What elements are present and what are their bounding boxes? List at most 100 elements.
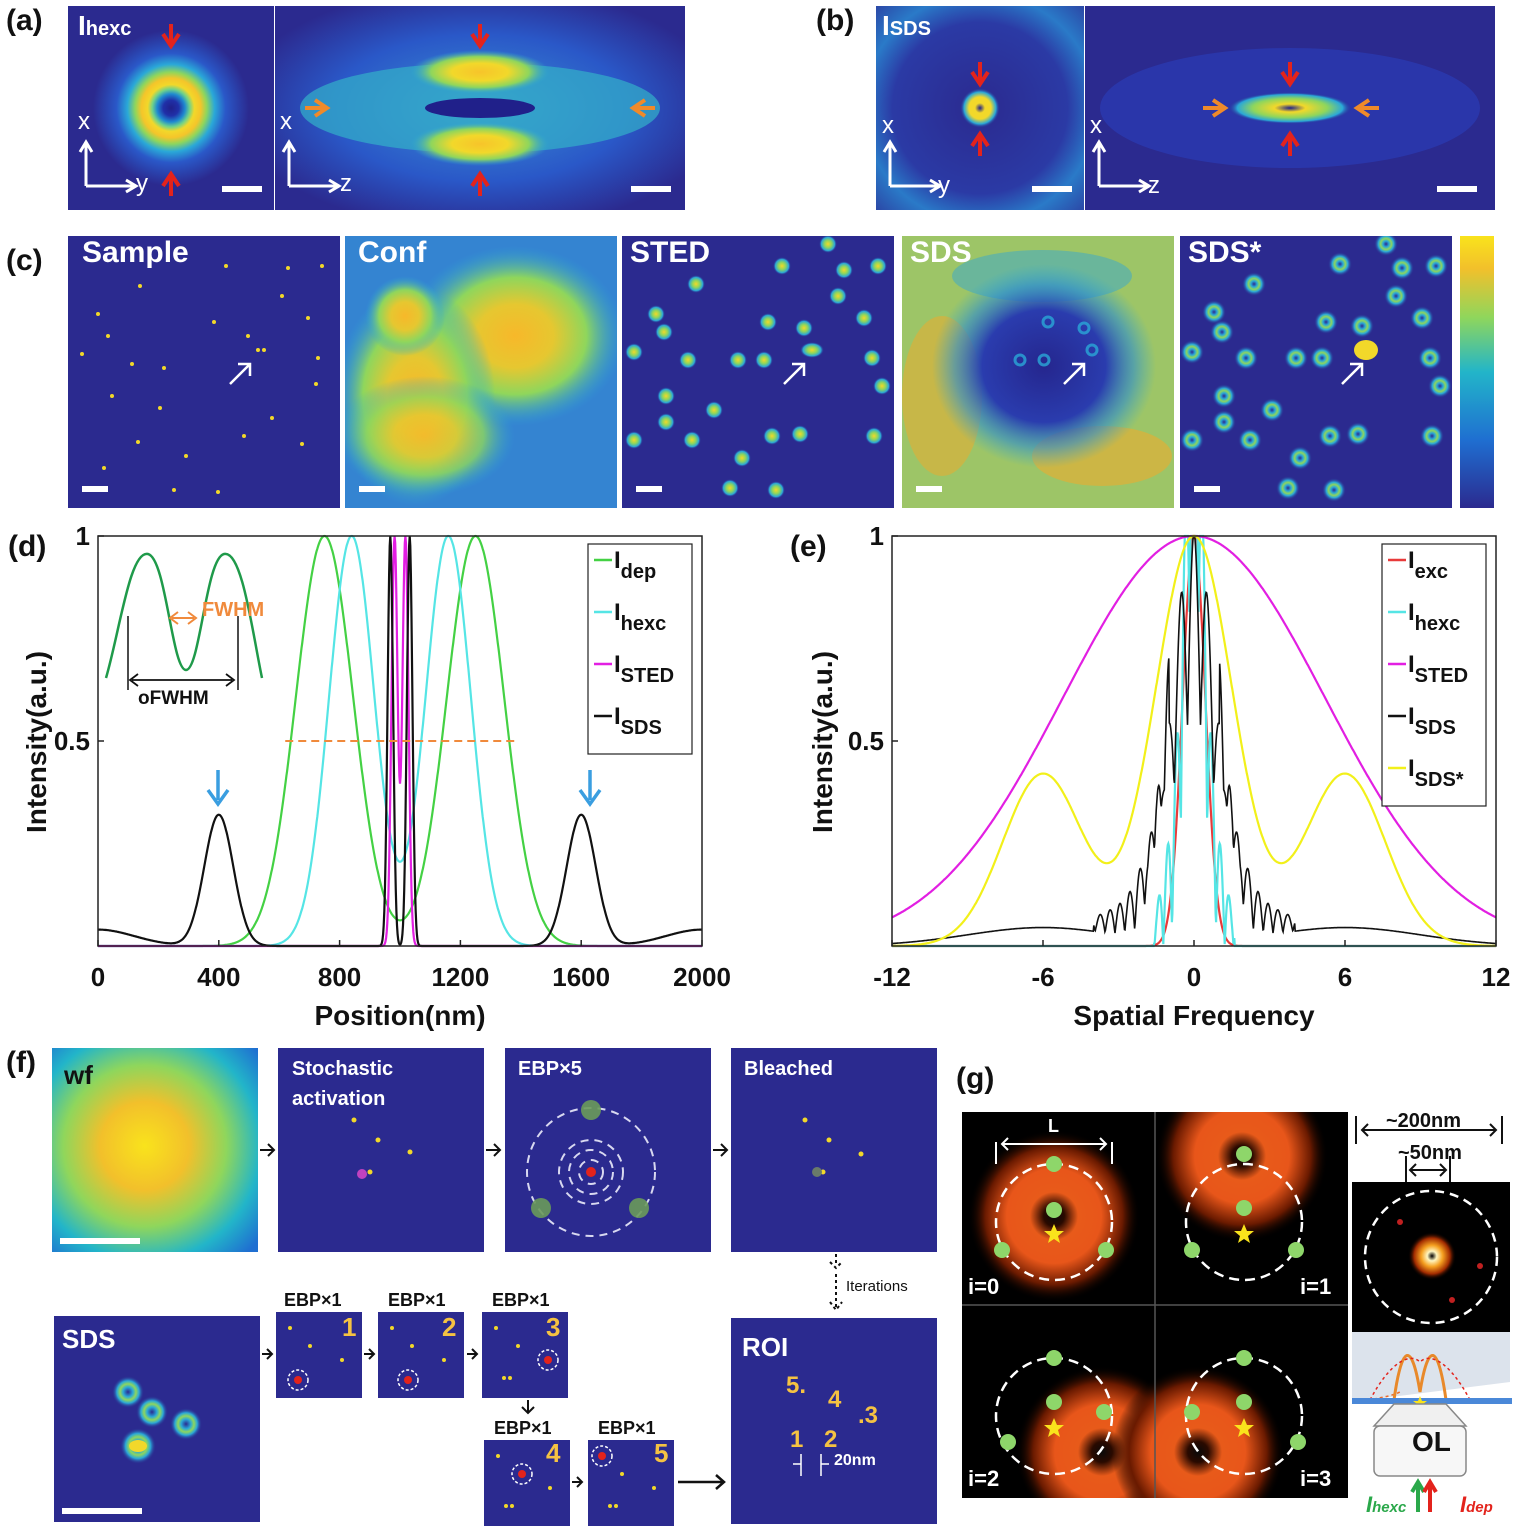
d-inset-ofwhm: oFWHM xyxy=(138,688,209,709)
f-roi-label-3: .3 xyxy=(858,1402,879,1429)
d-xlabel: Position(nm) xyxy=(314,1000,485,1031)
panel-a-xy-image xyxy=(68,6,274,210)
f-iterations-arrow xyxy=(829,1254,843,1312)
red-arrow-bottom xyxy=(161,170,181,196)
colorbar xyxy=(1460,236,1494,508)
g-quad-label-1: i=1 xyxy=(1300,1274,1332,1299)
f-stochastic-title-1: Stochastic xyxy=(292,1058,394,1080)
panel-b-xy-image xyxy=(876,6,1084,210)
panel-b-axis-x: x xyxy=(882,112,894,139)
g-scale-200: ~200nm xyxy=(1386,1110,1462,1132)
f-stochastic-image xyxy=(278,1048,484,1252)
g-scale-lines xyxy=(1355,1116,1503,1182)
f-arrow-s12 xyxy=(364,1348,376,1360)
f-ebp5-image xyxy=(505,1048,711,1252)
f-step-num-4: 4 xyxy=(546,1438,561,1468)
f-roi-label-4: 4 xyxy=(828,1386,842,1413)
panel-b-axis-y: y xyxy=(938,172,950,199)
f-roi-label-2: 2 xyxy=(824,1426,838,1453)
panel-c-title-sample: Sample xyxy=(82,236,189,269)
f-roi-label-1: 1 xyxy=(790,1426,804,1453)
g-quad-label-0: i=0 xyxy=(968,1274,1000,1299)
d-xtick-label: 2000 xyxy=(673,962,731,992)
f-stochastic-title-2: activation xyxy=(292,1088,386,1110)
e-xtick-label: -6 xyxy=(1031,962,1054,992)
f-ebp1-label-5: EBP×1 xyxy=(598,1418,656,1438)
panel-c-sample-image xyxy=(68,236,340,508)
f-ebp1-label-1: EBP×1 xyxy=(284,1290,342,1310)
g-objective-label: OL xyxy=(1412,1426,1451,1457)
f-step-4-image xyxy=(484,1440,570,1526)
f-arrow-2 xyxy=(486,1143,502,1157)
e-xlabel: Spatial Frequency xyxy=(1073,1000,1315,1031)
panel-c-title-conf: Conf xyxy=(358,236,427,269)
g-quad-label-3: i=3 xyxy=(1300,1466,1332,1491)
d-ylabel: Intensity(a.u.) xyxy=(21,651,52,833)
f-ebp5-title: EBP×5 xyxy=(518,1058,582,1080)
g-scale-50: ~50nm xyxy=(1398,1142,1462,1164)
red-arrow-top xyxy=(161,24,181,50)
f-step-2-image xyxy=(378,1312,464,1398)
f-roi-label-5: 5. xyxy=(786,1372,807,1399)
d-xtick-label: 1600 xyxy=(552,962,610,992)
f-arrow-s45 xyxy=(572,1476,584,1488)
panel-a-xz-image xyxy=(275,6,685,210)
d-xtick-label: 1200 xyxy=(431,962,489,992)
e-xtick-label: 6 xyxy=(1338,962,1352,992)
d-inset xyxy=(104,552,264,690)
g-quad-label-2: i=2 xyxy=(968,1466,1000,1491)
blue-arrow-right xyxy=(578,770,602,808)
panel-c-letter: (c) xyxy=(6,244,43,277)
panel-a-xz-axis-x: x xyxy=(280,108,292,135)
d-ytick-label: 0.5 xyxy=(54,726,90,756)
d-inset-fwhm: FWHM xyxy=(202,599,264,621)
panel-b-xz-axis-z: z xyxy=(1148,172,1160,199)
panel-c-conf-image xyxy=(345,236,617,508)
panel-b-xz-image xyxy=(1085,6,1495,210)
f-bleached-image xyxy=(731,1048,937,1252)
f-step-1-image xyxy=(276,1312,362,1398)
panel-f-letter: (f) xyxy=(6,1046,36,1079)
panel-a-axis-y: y xyxy=(136,170,148,197)
d-xtick-label: 0 xyxy=(91,962,105,992)
f-iterations-label: Iterations xyxy=(846,1278,908,1295)
panel-b-xz-axis-x: x xyxy=(1090,112,1102,139)
panel-c-sted-image xyxy=(622,236,894,508)
e-xtick-label: 0 xyxy=(1187,962,1201,992)
e-xtick-label: -12 xyxy=(873,962,911,992)
g-objective-diagram xyxy=(1352,1332,1512,1512)
f-step-num-2: 2 xyxy=(442,1312,457,1342)
f-arrow-roi xyxy=(678,1474,726,1490)
panel-c-title-sds: SDS xyxy=(910,236,972,269)
g-beam-hexc-label: Ihexc xyxy=(1366,1492,1407,1517)
g-beam-dep-label: Idep xyxy=(1460,1492,1493,1517)
blue-arrow-left xyxy=(206,770,230,808)
g-quadrant-image xyxy=(962,1112,1348,1498)
f-sds-title: SDS xyxy=(62,1324,116,1354)
e-xtick-label: 12 xyxy=(1482,962,1511,992)
e-ytick-label: 1 xyxy=(870,521,884,551)
panel-e-letter: (e) xyxy=(790,530,827,563)
f-step-3-image xyxy=(482,1312,568,1398)
g-zoom-image xyxy=(1352,1182,1510,1332)
f-step-num-3: 3 xyxy=(546,1312,561,1342)
f-wf-image xyxy=(52,1048,258,1252)
panel-g-letter: (g) xyxy=(956,1062,995,1095)
f-ebp1-label-2: EBP×1 xyxy=(388,1290,446,1310)
d-ytick-label: 1 xyxy=(76,521,90,551)
f-roi-title: ROI xyxy=(742,1332,789,1362)
panel-d-letter: (d) xyxy=(8,530,47,563)
f-arrow-1 xyxy=(260,1143,276,1157)
f-step-num-1: 1 xyxy=(342,1312,357,1342)
f-arrow-s34 xyxy=(521,1400,535,1415)
f-sds-image xyxy=(54,1316,260,1522)
panel-a-intensity-label: Ihexc xyxy=(78,10,132,41)
f-step-5-image xyxy=(588,1440,674,1526)
f-wf-title: wf xyxy=(64,1060,93,1090)
d-xtick-label: 800 xyxy=(318,962,361,992)
f-arrow-sds xyxy=(262,1348,274,1360)
f-step-num-5: 5 xyxy=(654,1438,669,1468)
f-ebp1-label-4: EBP×1 xyxy=(494,1418,552,1438)
